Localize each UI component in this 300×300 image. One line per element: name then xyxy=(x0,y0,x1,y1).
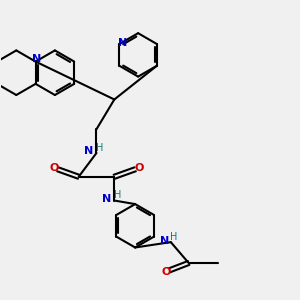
Text: H: H xyxy=(96,142,103,153)
Text: N: N xyxy=(32,54,42,64)
Text: O: O xyxy=(50,164,59,173)
Text: N: N xyxy=(84,146,94,157)
Text: O: O xyxy=(134,164,143,173)
Text: N: N xyxy=(160,236,169,246)
Text: N: N xyxy=(118,38,128,48)
Text: H: H xyxy=(114,190,122,200)
Text: O: O xyxy=(161,267,170,277)
Text: H: H xyxy=(170,232,178,242)
Text: N: N xyxy=(102,194,112,204)
